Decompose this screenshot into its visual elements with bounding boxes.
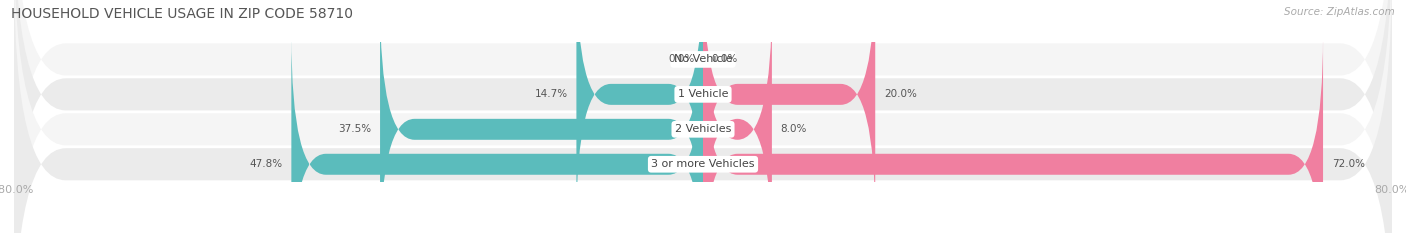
Text: Source: ZipAtlas.com: Source: ZipAtlas.com [1284, 7, 1395, 17]
Text: 3 or more Vehicles: 3 or more Vehicles [651, 159, 755, 169]
Text: HOUSEHOLD VEHICLE USAGE IN ZIP CODE 58710: HOUSEHOLD VEHICLE USAGE IN ZIP CODE 5871… [11, 7, 353, 21]
FancyBboxPatch shape [576, 0, 703, 224]
Text: 0.0%: 0.0% [668, 55, 695, 64]
FancyBboxPatch shape [14, 0, 1392, 233]
Text: 8.0%: 8.0% [780, 124, 807, 134]
Text: 0.0%: 0.0% [711, 55, 738, 64]
Text: 20.0%: 20.0% [884, 89, 917, 99]
Text: No Vehicle: No Vehicle [673, 55, 733, 64]
Text: 37.5%: 37.5% [339, 124, 371, 134]
Text: 72.0%: 72.0% [1331, 159, 1365, 169]
FancyBboxPatch shape [703, 0, 772, 233]
FancyBboxPatch shape [703, 35, 1323, 233]
Text: 1 Vehicle: 1 Vehicle [678, 89, 728, 99]
FancyBboxPatch shape [380, 0, 703, 233]
FancyBboxPatch shape [703, 0, 875, 224]
FancyBboxPatch shape [14, 0, 1392, 233]
Text: 2 Vehicles: 2 Vehicles [675, 124, 731, 134]
Text: 47.8%: 47.8% [250, 159, 283, 169]
FancyBboxPatch shape [14, 0, 1392, 233]
Text: 14.7%: 14.7% [534, 89, 568, 99]
FancyBboxPatch shape [291, 35, 703, 233]
FancyBboxPatch shape [14, 0, 1392, 233]
